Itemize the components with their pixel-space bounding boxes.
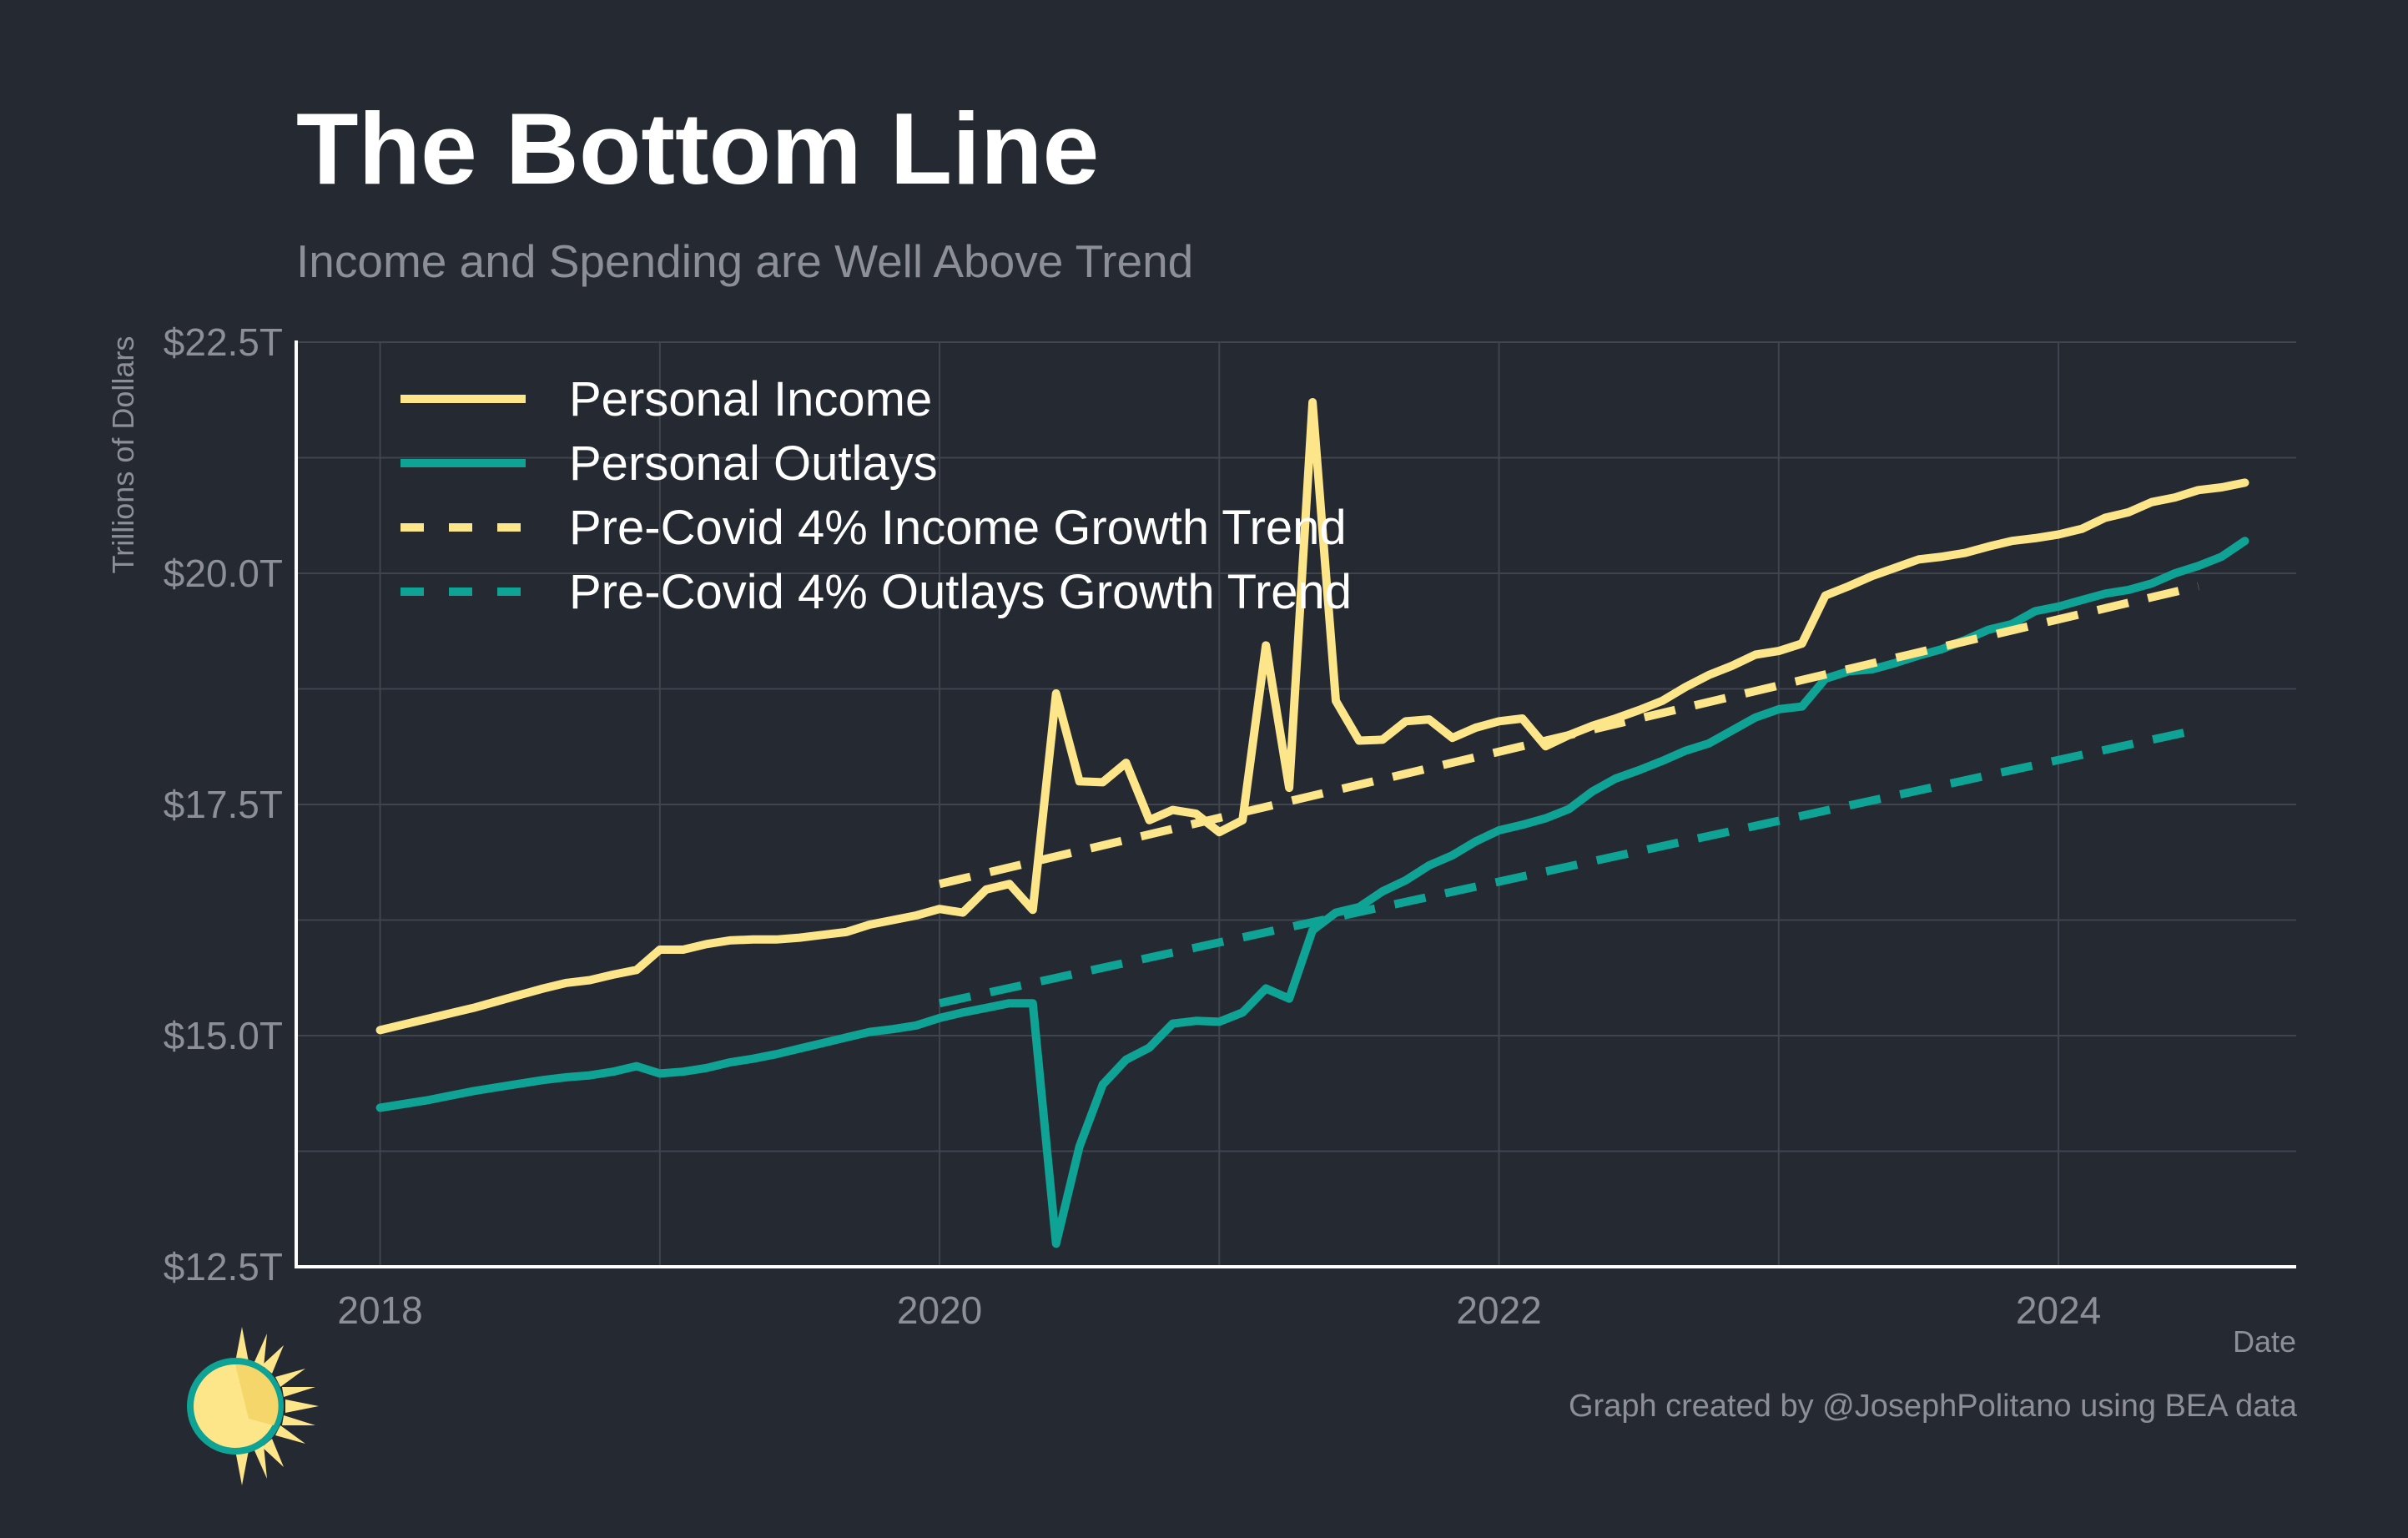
legend-label: Pre-Covid 4% Outlays Growth Trend (569, 565, 1352, 619)
source-credit: Graph created by @JosephPolitano using B… (1568, 1389, 2297, 1424)
y-tick-label: $17.5T (164, 783, 283, 826)
sun-shade-icon (235, 1364, 279, 1425)
tick-labels: $12.5T $15.0T $17.5T $20.0T $22.5T 2018 2020 20… (164, 320, 2101, 1332)
series-line-3 (939, 725, 2199, 1008)
x-tick-label: 2022 (1456, 1288, 1541, 1332)
x-axis-label: Date (2233, 1324, 2296, 1359)
x-tick-label: 2020 (897, 1288, 982, 1332)
series-line-2 (938, 582, 2199, 889)
legend-label: Personal Outlays (569, 436, 938, 491)
axes (295, 340, 2296, 1268)
y-tick-label: $20.0T (164, 552, 283, 595)
y-tick-label: $15.0T (164, 1014, 283, 1057)
sun-logo (187, 1327, 319, 1485)
chart-title: The Bottom Line (296, 92, 1100, 205)
series-line-0 (375, 398, 2249, 1035)
series-line-1 (375, 537, 2249, 1248)
y-tick-label: $12.5T (164, 1245, 283, 1288)
series-lines (375, 398, 2249, 1248)
legend-label: Pre-Covid 4% Income Growth Trend (569, 501, 1347, 555)
y-axis-label: Trillions of Dollars (106, 336, 140, 574)
y-tick-label: $22.5T (164, 320, 283, 364)
legend-label: Personal Income (569, 372, 932, 426)
x-tick-label: 2024 (2016, 1288, 2101, 1332)
legend: Personal Income Personal Outlays Pre-Covid… (400, 372, 1352, 619)
sun-rays-icon (235, 1327, 319, 1485)
chart-subtitle: Income and Spending are Well Above Trend (296, 235, 1194, 287)
x-tick-label: 2018 (337, 1288, 422, 1332)
